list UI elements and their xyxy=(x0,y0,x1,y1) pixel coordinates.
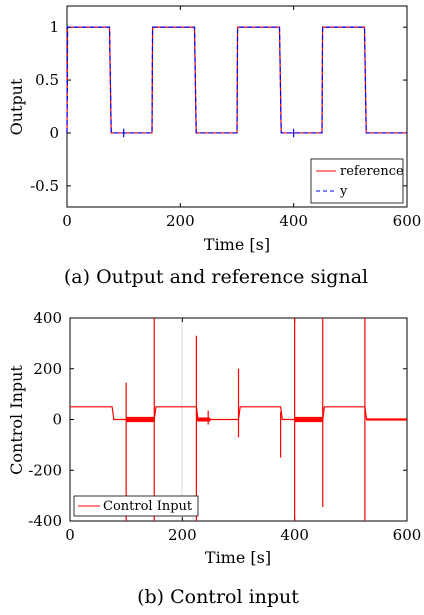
control-legend: Control Input xyxy=(73,495,199,517)
control-xlabel: Time [s] xyxy=(205,548,271,567)
control-chart: 0 200 400 600 -400 -200 0 200 400 Time [s] Contr… xyxy=(7,309,421,608)
control-legend-label: Control Input xyxy=(103,499,193,514)
output-ytick-label: -0.5 xyxy=(30,177,59,195)
control-xtick-label: 600 xyxy=(393,526,422,544)
output-xtick-label: 0 xyxy=(62,212,72,230)
output-series-y xyxy=(66,26,407,134)
control-ytick-label: -200 xyxy=(28,461,62,479)
output-xtick-label: 600 xyxy=(393,212,422,230)
control-ytick-label: 200 xyxy=(33,360,62,378)
output-legend: reference y xyxy=(310,158,404,204)
control-ytick-label: -400 xyxy=(28,512,62,530)
output-chart: 0 200 400 600-0.500.51 Time [s] Output refe… xyxy=(7,5,421,288)
output-legend-y-label: y xyxy=(339,184,348,199)
output-legend-box xyxy=(310,158,404,204)
control-caption: (b) Control input xyxy=(137,586,299,608)
output-xtick-label: 200 xyxy=(166,212,195,230)
control-ytick-label: 0 xyxy=(52,411,62,429)
output-series xyxy=(66,26,407,138)
control-ticks: 0 200 400 600 -400 -200 0 200 400 xyxy=(28,309,421,544)
control-ytick-label: 400 xyxy=(33,309,62,327)
control-xtick-label: 200 xyxy=(168,526,197,544)
control-ylabel: Control Input xyxy=(7,365,26,475)
output-xtick-label: 400 xyxy=(279,212,308,230)
control-series xyxy=(70,318,408,521)
output-caption: (a) Output and reference signal xyxy=(64,266,368,288)
control-xtick-label: 400 xyxy=(280,526,309,544)
output-ytick-label: 1 xyxy=(49,18,59,36)
output-ytick-label: 0.5 xyxy=(35,71,59,89)
control-xtick-label: 0 xyxy=(65,526,75,544)
output-ytick-label: 0 xyxy=(49,124,59,142)
output-legend-reference-label: reference xyxy=(340,164,404,179)
control-legend-box xyxy=(73,495,199,517)
output-xlabel: Time [s] xyxy=(204,235,270,254)
output-ticks: 0 200 400 600-0.500.51 xyxy=(30,6,421,230)
output-ylabel: Output xyxy=(7,78,26,135)
